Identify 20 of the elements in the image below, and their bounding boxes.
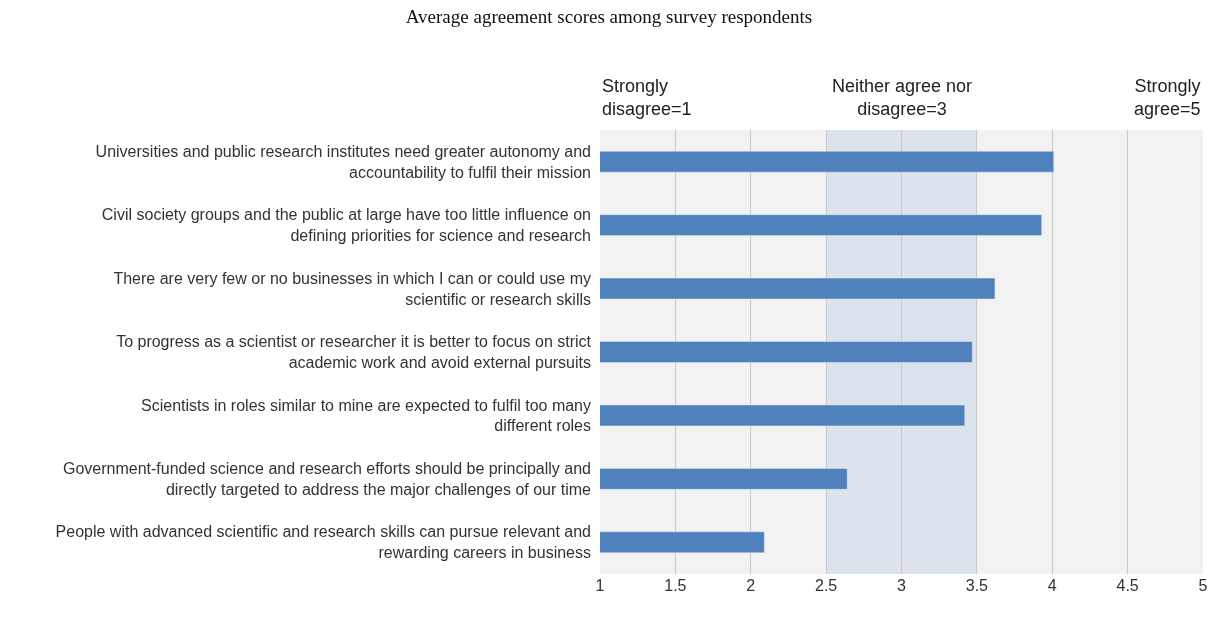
x-tick-label: 1.5 — [664, 577, 687, 594]
x-tick-label: 5 — [1198, 577, 1208, 594]
text: Neither agree nor disagree=3 — [832, 76, 973, 120]
y-tick-label: People with advanced scientific and research skills can pursue relevant and rewarding careers in business — [55, 523, 591, 562]
chart-title: Average agreement scores among survey respondents — [405, 5, 813, 27]
y-tick-label: There are very few or no businesses in which I can or could use my scientific or research skills — [113, 269, 591, 308]
x-tick-label: 1 — [595, 577, 605, 594]
text: Strongly agree=5 — [1134, 76, 1201, 120]
x-tick-label: 4.5 — [1116, 577, 1139, 594]
y-tick-label: To progress as a scientist or researcher it is better to focus on strict academic work and avoid external pursuits — [116, 333, 592, 371]
y-tick-label: Government-funded science and research efforts should be principally and directly targeted to address the major challenges of our time — [62, 460, 592, 498]
y-tick-label: Universities and public research institutes need greater autonomy and accountability to fulfil their mission — [95, 142, 591, 181]
text: Strongly disagree=1 — [602, 76, 692, 120]
x-tick-label: 2.5 — [815, 577, 838, 594]
x-tick-label: 4 — [1047, 577, 1057, 594]
x-tick-label: 2 — [746, 577, 756, 594]
y-tick-label: Civil society groups and the public at large have too little influence on defining priorities for science and research — [101, 206, 591, 245]
y-tick-label: Scientists in roles similar to mine are expected to fulfil too many different roles — [141, 396, 591, 435]
x-tick-label: 3.5 — [965, 577, 989, 594]
x-tick-label: 3 — [897, 577, 907, 594]
